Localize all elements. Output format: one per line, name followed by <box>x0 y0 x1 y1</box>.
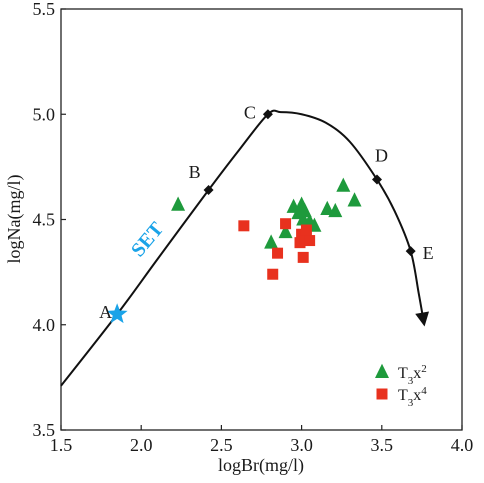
point-c-diamond <box>262 109 273 120</box>
point-b-label: B <box>189 162 201 182</box>
point-t3x4 <box>304 235 316 247</box>
point-t3x2 <box>328 202 343 218</box>
point-t3x2 <box>171 196 186 211</box>
x-tick-label: 3.0 <box>290 435 313 455</box>
point-t3x4 <box>267 268 279 280</box>
point-a-label: A <box>99 302 112 322</box>
y-tick-label: 4.0 <box>33 315 56 335</box>
point-b-diamond <box>203 185 214 196</box>
legend-marker-t3x4 <box>376 388 388 400</box>
curve-arrowhead <box>415 311 430 327</box>
point-t3x2 <box>297 202 312 218</box>
legend-marker-t3x2 <box>375 363 389 378</box>
legend-label-t3x2: T3x2 <box>398 363 427 387</box>
point-t3x2 <box>264 234 279 249</box>
point-t3x2 <box>296 211 311 226</box>
point-d-label: D <box>375 146 388 166</box>
point-t3x4 <box>280 218 292 230</box>
point-t3x4 <box>300 224 312 236</box>
point-t3x2 <box>336 177 351 192</box>
x-tick-label: 3.5 <box>371 435 394 455</box>
point-d-diamond <box>371 174 382 185</box>
evolution-curve-layer <box>60 109 430 387</box>
y-tick-label: 3.5 <box>33 420 56 440</box>
x-tick-label: 1.5 <box>50 435 73 455</box>
y-tick-label: 4.5 <box>33 210 56 230</box>
point-t3x4 <box>238 220 250 232</box>
point-e-label: E <box>423 243 434 263</box>
x-tick-label: 4.0 <box>451 435 474 455</box>
point-e-diamond <box>405 246 416 257</box>
x-tick-label: 2.5 <box>210 435 233 455</box>
y-axis-title: logNa(mg/l) <box>4 175 25 264</box>
legend-label-t3x4: T3x4 <box>398 385 427 409</box>
point-t3x4 <box>297 251 309 263</box>
point-t3x2 <box>278 223 293 239</box>
point-t3x4 <box>272 247 284 259</box>
point-t3x2 <box>347 192 362 207</box>
evolution-curve <box>60 109 425 387</box>
point-c-label: C <box>244 102 256 122</box>
point-t3x2 <box>320 200 335 215</box>
set-label: SET <box>127 218 169 262</box>
axis-ticks: 1.5 2.0 2.5 3.0 3.5 4.0 3.5 4.0 4.5 5.0 5.5 <box>33 0 474 455</box>
point-labels-layer: A B C D E <box>99 102 434 324</box>
data-points-layer <box>171 177 362 280</box>
point-a-star <box>106 303 128 324</box>
y-tick-label: 5.0 <box>33 104 56 124</box>
x-axis-title: logBr(mg/l) <box>218 455 304 476</box>
y-tick-label: 5.5 <box>33 0 56 19</box>
x-tick-label: 2.0 <box>130 435 153 455</box>
